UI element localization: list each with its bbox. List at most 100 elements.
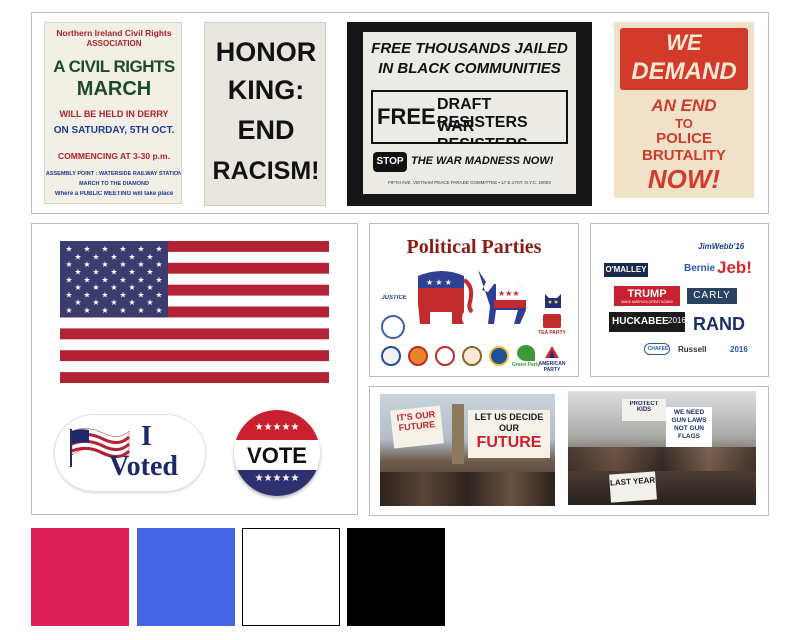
sign-gun-laws: WE NEED GUN LAWS NOT GUN FLAGS	[666, 407, 712, 447]
flag-star: ★	[119, 275, 126, 284]
flag-star: ★	[110, 268, 117, 277]
sign-its-our-future: IT'S OUR FUTURE	[390, 405, 444, 449]
flag-star: ★	[128, 268, 135, 277]
candidate-carly-logo: CARLY	[687, 288, 737, 304]
us-flag-image: ★ ★ ★ ★ ★ ★ ★ ★ ★ ★ ★ ★ ★ ★ ★ ★ ★ ★ ★ ★ ★ ★ ★ ★ ★ ★ ★ ★ ★ ★ ★ ★ ★ ★ ★ ★ ★ ★ ★ ★…	[60, 241, 329, 383]
i-voted-sticker: I Voted	[54, 414, 206, 492]
free-jailed-footer: FIFTH AVE. VIETNAM PEACE PARADE COMMITTE…	[388, 180, 551, 185]
flag-star: ★	[65, 291, 72, 300]
poster-line-meeting: Where a PUBLIC MEETING will take place	[54, 191, 174, 197]
now-text: NOW!	[647, 164, 721, 194]
honor-king-line-3: END	[237, 115, 295, 145]
vote-pin-text: VOTE	[247, 443, 307, 468]
candidate-jimwebb-logo: JimWebb'16	[698, 242, 745, 251]
sticker-flag-icon	[67, 425, 131, 469]
gun-laws-text: WE NEED GUN LAWS NOT GUN FLAGS	[671, 409, 707, 440]
poster-line-derry: WILL BE HELD IN DERRY	[59, 109, 169, 119]
constitution-party-logo	[381, 315, 405, 339]
democrat-donkey-icon: ★★★	[474, 266, 532, 326]
last-year-text: LAST YEAR	[609, 475, 656, 488]
libertarian-cat-logo	[542, 288, 564, 310]
crowd-silhouette	[380, 472, 555, 506]
party-seal-4	[462, 346, 482, 366]
flag-star: ★	[146, 298, 153, 307]
brutality-text: BRUTALITY	[642, 147, 726, 164]
flag-star: ★	[119, 260, 126, 269]
flag-star: ★	[110, 298, 117, 307]
free-word: FREE	[377, 104, 436, 129]
war-madness-text: THE WAR MADNESS NOW!	[411, 155, 554, 167]
candidate-russell-logo: Russell	[678, 345, 707, 354]
to-text: TO	[675, 116, 693, 131]
color-swatch-4	[347, 528, 445, 626]
we-demand-poster: WE DEMAND AN END TO POLICE BRUTALITY NOW…	[614, 22, 754, 198]
color-swatch-2	[137, 528, 235, 626]
flag-star: ★	[128, 283, 135, 292]
protect-kids-text: PROTECT KIDS	[629, 401, 659, 413]
civil-rights-march-poster: Northern Ireland Civil Rights ASSOCIATIO…	[44, 22, 182, 204]
flag-star: ★	[119, 245, 126, 254]
carly-text: CARLY	[693, 290, 731, 301]
huckabee-year: 2016	[668, 316, 685, 325]
flag-star: ★	[137, 306, 144, 315]
crowd-silhouette-right	[568, 447, 756, 471]
protest-photo-right: PROTECT KIDS WE NEED GUN LAWS NOT GUN FL…	[568, 391, 756, 505]
free-jailed-line-2: IN BLACK COMMUNITIES	[378, 60, 561, 77]
party-seal-3	[435, 346, 455, 366]
honor-king-line-1: HONOR	[215, 37, 317, 67]
vote-pin-bottom	[234, 470, 320, 496]
flag-star: ★	[65, 275, 72, 284]
political-parties-title: Political Parties	[406, 236, 542, 258]
party-seal-1	[381, 346, 401, 366]
flag-star: ★	[101, 245, 108, 254]
vote-pin-stars-top: ★★★★★	[254, 422, 300, 433]
flag-star: ★	[110, 252, 117, 261]
draft-resisters-text: DRAFT RESISTERS	[437, 96, 528, 131]
flag-star: ★	[101, 306, 108, 315]
trump-text: TRUMP	[627, 288, 667, 300]
big-ben-tower	[452, 404, 464, 464]
flag-star: ★	[74, 298, 81, 307]
flag-star: ★	[119, 306, 126, 315]
flag-star: ★	[83, 245, 90, 254]
flag-stars: ★ ★ ★ ★ ★ ★★ ★ ★ ★ ★★ ★ ★ ★ ★ ★★ ★ ★ ★ ★★ ★ ★ ★ ★ ★★ ★ ★ ★ ★★ ★ ★ ★ ★ ★★…	[65, 245, 162, 315]
demand-text: DEMAND	[631, 58, 737, 85]
justice-party-logo: JUSTICE	[381, 295, 407, 301]
poster-headline: A CIVIL RIGHTS	[53, 57, 175, 76]
flag-star: ★	[83, 306, 90, 315]
war-resisters-text: WAR RESISTERS	[437, 118, 528, 142]
protest-photo-left: IT'S OUR FUTURE LET US DECIDE OUR FUTURE	[380, 394, 555, 506]
flag-star: ★	[119, 291, 126, 300]
omalley-text: O'MALLEY	[605, 265, 647, 274]
tea-party-logo: TEA PARTY	[538, 330, 566, 336]
candidate-rand-logo: RAND	[693, 314, 745, 334]
poster-line-time: COMMENCING AT 3-30 p.m.	[58, 151, 170, 161]
flag-star: ★	[155, 260, 162, 269]
its-our-future-text: IT'S OUR FUTURE	[396, 409, 436, 433]
candidate-2016-logo: 2016	[730, 345, 748, 354]
vote-pin-middle	[234, 440, 320, 470]
american-party-logo: AMERICAN PARTY	[538, 361, 566, 373]
flag-star: ★	[101, 260, 108, 269]
flag-star: ★	[74, 283, 81, 292]
free-jailed-line-1: FREE THOUSANDS JAILED	[371, 40, 568, 57]
sign-last-year: LAST YEAR	[609, 471, 657, 503]
flag-star: ★	[92, 283, 99, 292]
poster-headline-march: MARCH	[76, 78, 152, 100]
flag-star: ★	[83, 260, 90, 269]
candidate-huckabee-logo: HUCKABEE 2016	[609, 312, 685, 332]
vote-button-pin: ★★★★★ VOTE ★★★★★	[234, 410, 320, 496]
vote-pin-stars-bottom: ★★★★★	[254, 473, 300, 484]
poster-org-text: Northern Ireland Civil Rights	[56, 28, 172, 38]
tea-party-logo-icon	[543, 314, 561, 328]
party-seal-5	[489, 346, 509, 366]
vote-pin-top	[234, 410, 320, 440]
honor-king-line-4: RACISM!	[212, 157, 320, 185]
flag-canton	[60, 241, 168, 318]
free-jailed-sign: FREE THOUSANDS JAILED IN BLACK COMMUNITI…	[363, 32, 576, 194]
stop-sign-text: STOP	[376, 156, 404, 167]
poster-line-assembly: ASSEMBLY POINT : WATERSIDE RAILWAY STATI…	[45, 171, 182, 177]
flag-star: ★	[146, 268, 153, 277]
huckabee-text: HUCKABEE	[612, 316, 669, 327]
we-text: WE	[666, 30, 702, 55]
